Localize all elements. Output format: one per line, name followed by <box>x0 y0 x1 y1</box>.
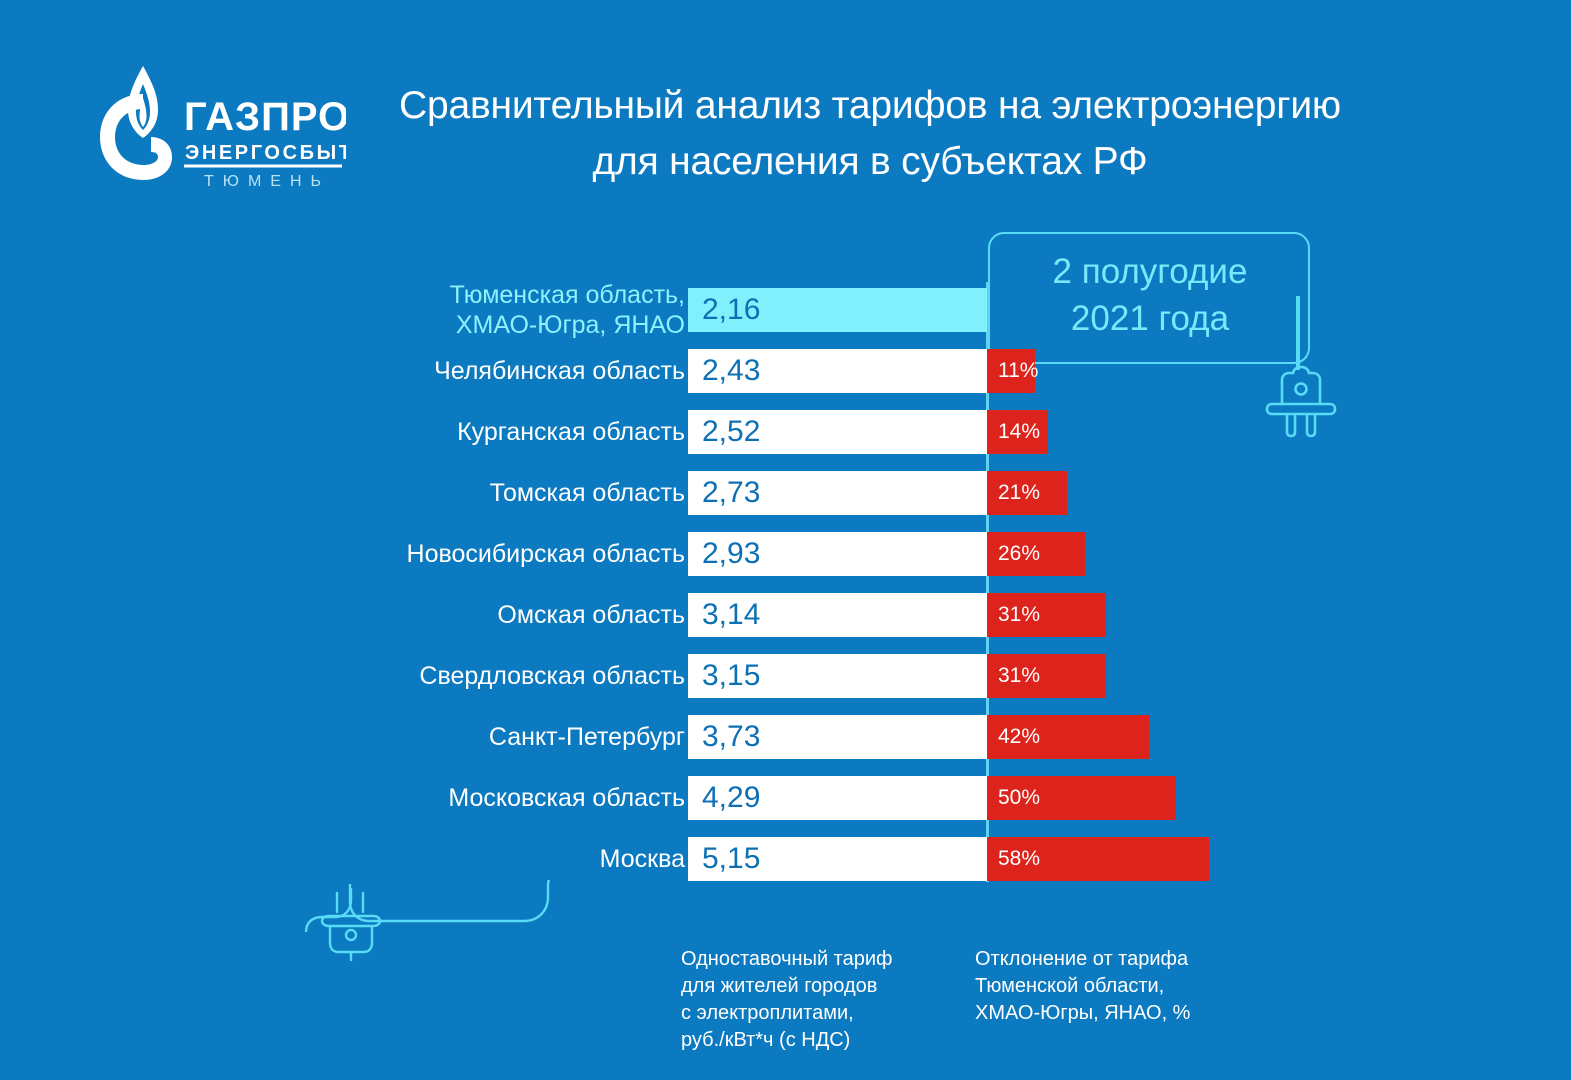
table-row: Свердловская область 3,15 31% <box>0 654 1571 698</box>
logo-name-energosbyt: ЭНЕРГОСБЫТ <box>185 142 346 164</box>
table-row: Москва 5,15 58% <box>0 837 1571 881</box>
deviation-percent-text: 31% <box>998 664 1041 687</box>
deviation-percent-bar: 50% <box>987 776 1176 820</box>
deviation-percent-text: 31% <box>998 603 1041 626</box>
gazprom-logo: ГАЗПРОМ ЭНЕРГОСБЫТ ТЮМЕНЬ <box>96 58 346 193</box>
tariff-value-text: 2,52 <box>702 415 761 448</box>
table-row: Новосибирская область 2,93 26% <box>0 532 1571 576</box>
table-row: Челябинская область 2,43 11% <box>0 349 1571 393</box>
deviation-percent-text: 58% <box>998 847 1041 870</box>
gazprom-flame-logo: ГАЗПРОМ ЭНЕРГОСБЫТ ТЮМЕНЬ <box>100 66 346 190</box>
legend-tariff-description: Одноставочный тариф для жителей городов … <box>681 948 893 1051</box>
tariff-value-bar: 2,52 <box>688 410 987 454</box>
tariff-value-bar: 2,93 <box>688 532 987 576</box>
tariff-value-bar: 5,15 <box>688 837 987 881</box>
tariff-value-text: 2,73 <box>702 476 761 509</box>
deviation-percent-text: 14% <box>998 420 1041 443</box>
tariff-value-bar: 4,29 <box>688 776 987 820</box>
deviation-percent-bar: 31% <box>987 593 1106 637</box>
deviation-percent-text: 11% <box>998 359 1039 382</box>
deviation-percent-bar: 21% <box>987 471 1067 515</box>
deviation-percent-text: 50% <box>998 786 1041 809</box>
logo-name-gazprom: ГАЗПРОМ <box>184 95 346 139</box>
deviation-percent-bar: 58% <box>987 837 1209 881</box>
tariff-value-bar: 3,14 <box>688 593 987 637</box>
region-label: Московская область <box>448 784 685 812</box>
tariff-value-text: 3,15 <box>702 659 761 692</box>
region-label: Санкт-Петербург <box>488 723 685 751</box>
table-row: Курганская область 2,52 14% <box>0 410 1571 454</box>
region-label: Тюменская область, ХМАО-Югра, ЯНАО <box>449 281 685 339</box>
period-callout-label: 2 полугодие 2021 года <box>1052 252 1248 338</box>
region-label: Курганская область <box>457 418 685 446</box>
zero-axis-divider <box>986 282 989 882</box>
page-title: Сравнительный анализ тарифов на электроэ… <box>399 84 1341 183</box>
period-callout-box <box>988 232 1310 364</box>
tariff-value-text: 2,93 <box>702 537 761 570</box>
legend-cord-line <box>304 880 551 933</box>
region-label: Томская область <box>489 479 685 507</box>
region-label: Челябинская область <box>434 357 685 385</box>
deviation-percent-text: 21% <box>998 481 1041 504</box>
tariff-value-text: 5,15 <box>702 842 761 875</box>
tariff-value-bar: 2,43 <box>688 349 987 393</box>
tariff-value-text: 2,16 <box>702 293 761 326</box>
tariff-value-bar: 2,73 <box>688 471 987 515</box>
table-row: Томская область 2,73 21% <box>0 471 1571 515</box>
deviation-percent-bar: 14% <box>987 410 1048 454</box>
deviation-percent-bar: 31% <box>987 654 1106 698</box>
deviation-percent-bar: 26% <box>987 532 1086 576</box>
tariff-value-bar: 3,73 <box>688 715 987 759</box>
region-label: Новосибирская область <box>406 540 685 568</box>
tariff-value-text: 3,73 <box>702 720 761 753</box>
tariff-value-text: 4,29 <box>702 781 761 814</box>
deviation-percent-text: 26% <box>998 542 1041 565</box>
tariff-value-bar: 3,15 <box>688 654 987 698</box>
table-row: Санкт-Петербург 3,73 42% <box>0 715 1571 759</box>
region-label: Омская область <box>497 601 685 629</box>
table-row: Московская область 4,29 50% <box>0 776 1571 820</box>
table-row: Омская область 3,14 31% <box>0 593 1571 637</box>
tariff-value-text: 2,43 <box>702 354 761 387</box>
legend-deviation-description: Отклонение от тарифа Тюменской области, … <box>975 948 1191 1024</box>
tariff-value-text: 3,14 <box>702 598 761 631</box>
deviation-percent-text: 42% <box>998 725 1041 748</box>
deviation-percent-bar: 11% <box>987 349 1039 393</box>
region-label: Москва <box>599 845 685 873</box>
electric-plug-icon <box>1265 365 1337 438</box>
tariff-value-bar: 2,16 <box>688 288 987 332</box>
region-label: Свердловская область <box>419 662 685 690</box>
electric-plug-icon <box>320 891 382 962</box>
logo-name-tyumen: ТЮМЕНЬ <box>204 173 330 190</box>
callout-cord-line <box>1296 296 1300 370</box>
tariff-bar-chart: Тюменская область, ХМАО-Югра, ЯНАО 2,16 Че… <box>0 280 1571 890</box>
deviation-percent-bar: 42% <box>987 715 1150 759</box>
table-row: Тюменская область, ХМАО-Югра, ЯНАО 2,16 <box>0 281 1571 339</box>
